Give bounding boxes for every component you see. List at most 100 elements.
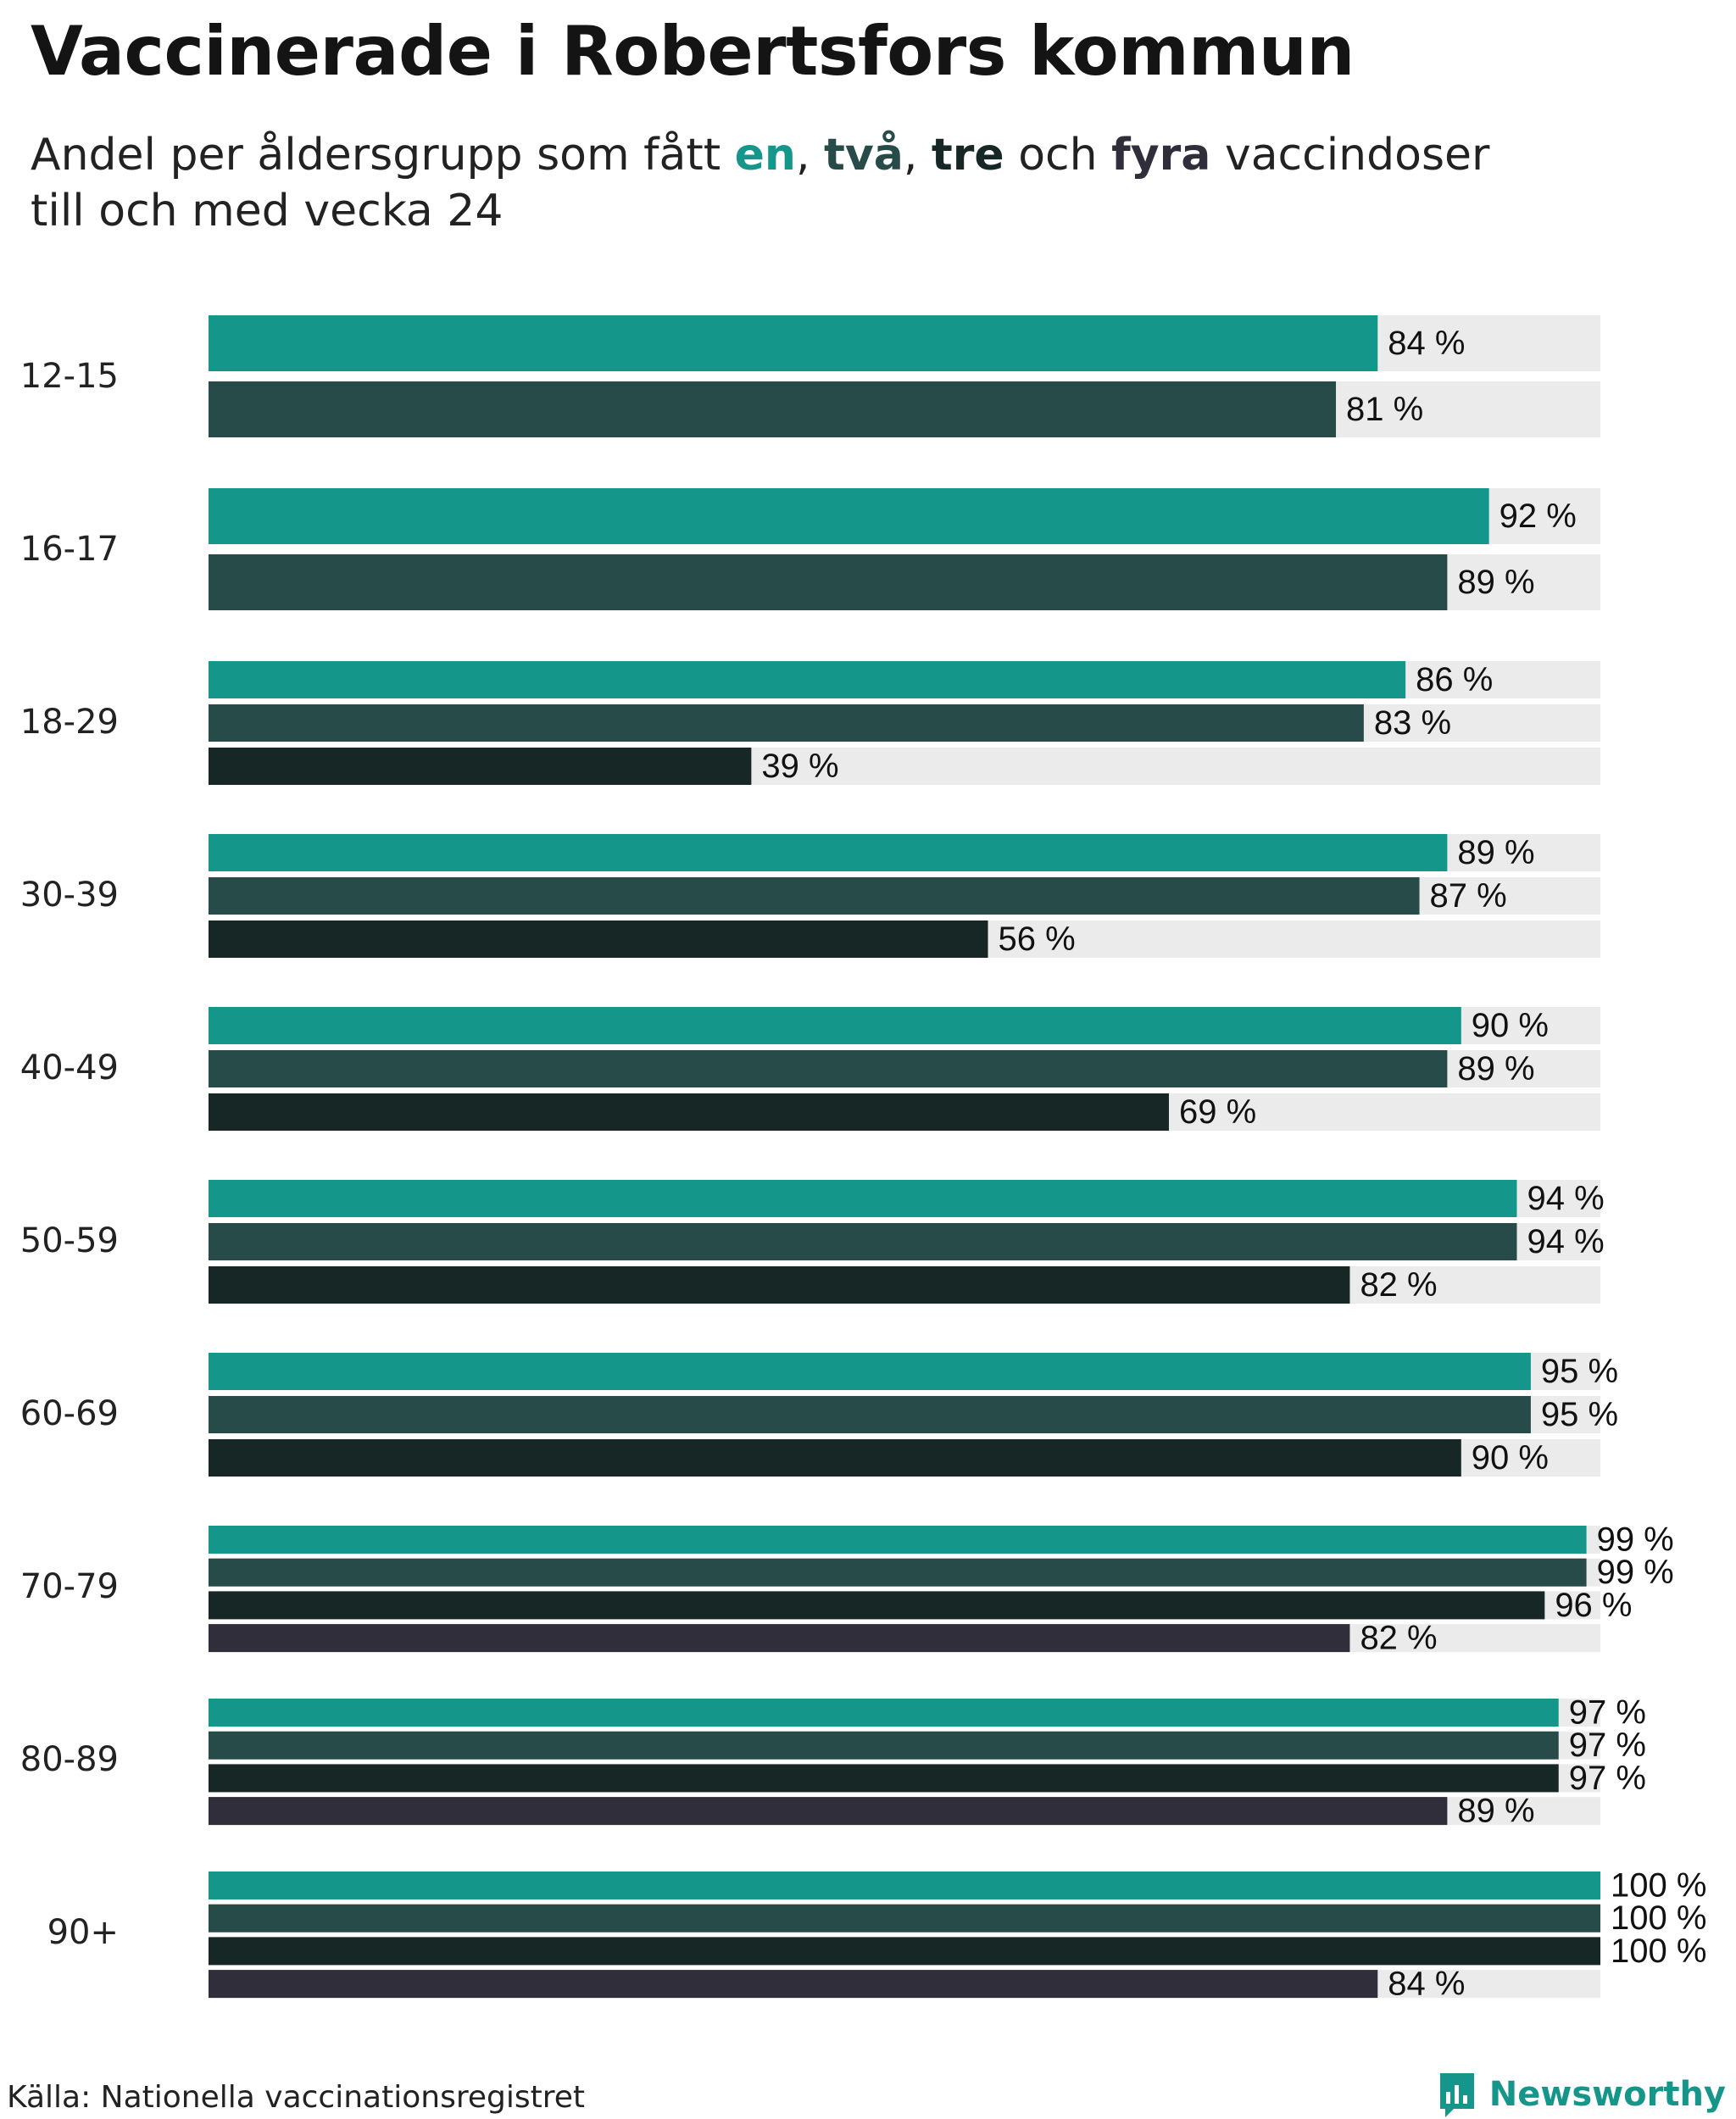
- bar-dose-three: [209, 1937, 1600, 1966]
- bar-value-label: 39 %: [761, 748, 838, 785]
- age-group-label: 40-49: [20, 1048, 119, 1087]
- bar-value-label: 81 %: [1346, 391, 1423, 428]
- bar-chart: 12-15 84 % 81 % 16-17 92 % 89 % 18-29 86 % 83 % 3…: [20, 315, 1707, 2003]
- bar-dose-one: [209, 1526, 1587, 1554]
- bar-value-label: 87 %: [1430, 877, 1507, 915]
- bar-dose-three: [209, 1093, 1169, 1131]
- bar-dose-one: [209, 315, 1378, 371]
- bar-value-label: 95 %: [1541, 1353, 1618, 1390]
- bar-group: 90+100 %100 %100 %84 %: [47, 1867, 1707, 2003]
- bar-value-label: 100 %: [1611, 1867, 1706, 1905]
- bar-dose-one: [209, 661, 1406, 698]
- bar-value-label: 84 %: [1388, 325, 1465, 362]
- bar-dose-two: [209, 704, 1364, 742]
- bar-value-label: 95 %: [1541, 1396, 1618, 1433]
- brand-name: Newsworthy: [1488, 2075, 1726, 2114]
- bar-dose-two: [209, 554, 1448, 610]
- bar-dose-four: [209, 1970, 1378, 1999]
- newsworthy-logo-icon: [1439, 2073, 1474, 2117]
- bar-value-label: 100 %: [1611, 1933, 1706, 1970]
- bar-value-label: 99 %: [1597, 1554, 1674, 1591]
- bar-dose-one: [209, 1699, 1559, 1727]
- bar-value-label: 90 %: [1472, 1439, 1549, 1477]
- bar-dose-one: [209, 834, 1448, 871]
- age-group-label: 80-89: [20, 1740, 119, 1779]
- bar-value-label: 82 %: [1360, 1266, 1437, 1304]
- bar-value-label: 56 %: [999, 920, 1076, 958]
- bar-group: 12-15 84 % 81 %: [20, 315, 1600, 437]
- bar-dose-two: [209, 381, 1337, 437]
- bar-dose-three: [209, 748, 752, 785]
- bar-value-label: 89 %: [1457, 834, 1534, 871]
- bar-dose-three: [209, 1764, 1559, 1793]
- bar-dose-two: [209, 1223, 1517, 1260]
- bar-dose-one: [209, 1353, 1531, 1390]
- bar-value-label: 96 %: [1555, 1587, 1632, 1624]
- bar-value-label: 69 %: [1179, 1093, 1256, 1131]
- bar-dose-one: [209, 1180, 1517, 1217]
- bar-value-label: 86 %: [1416, 661, 1493, 698]
- bar-dose-two: [209, 1558, 1587, 1587]
- bar-dose-three: [209, 920, 988, 958]
- subtitle-dose-one: en: [734, 130, 796, 181]
- bar-dose-two: [209, 1904, 1600, 1933]
- bar-value-label: 90 %: [1472, 1007, 1549, 1044]
- bar-value-label: 89 %: [1457, 564, 1534, 601]
- bar-dose-four: [209, 1624, 1350, 1653]
- bar-dose-one: [209, 1872, 1600, 1899]
- subtitle-prefix: Andel per åldersgrupp som fått: [31, 130, 735, 181]
- bar-group: 50-59 94 % 94 % 82 %: [20, 1180, 1605, 1304]
- bar-value-label: 92 %: [1500, 498, 1577, 535]
- bar-dose-two: [209, 877, 1420, 915]
- bar-group: 60-69 95 % 95 % 90 %: [20, 1353, 1618, 1477]
- subtitle-suffix: vaccindoser: [1210, 130, 1490, 181]
- bar-group: 18-29 86 % 83 % 39 %: [20, 661, 1600, 785]
- age-group-label: 90+: [47, 1913, 119, 1952]
- age-group-label: 70-79: [20, 1567, 119, 1606]
- bar-dose-two: [209, 1050, 1448, 1087]
- bar-dose-one: [209, 1007, 1461, 1044]
- bar-value-label: 100 %: [1611, 1899, 1706, 1937]
- chart-title: Vaccinerade i Robertsfors kommun: [31, 12, 1355, 91]
- bar-value-label: 82 %: [1360, 1620, 1437, 1657]
- bar-value-label: 84 %: [1388, 1966, 1465, 2003]
- age-group-label: 16-17: [20, 530, 119, 569]
- age-group-label: 30-39: [20, 876, 119, 915]
- bar-value-label: 83 %: [1374, 704, 1451, 742]
- age-group-label: 60-69: [20, 1394, 119, 1433]
- bar-value-label: 99 %: [1597, 1521, 1674, 1559]
- bar-group: 30-39 89 % 87 % 56 %: [20, 834, 1600, 958]
- bar-value-label: 97 %: [1569, 1727, 1646, 1764]
- bar-dose-four: [209, 1797, 1448, 1826]
- bar-dose-three: [209, 1439, 1461, 1477]
- subtitle-separator: ,: [903, 130, 932, 181]
- bar-value-label: 97 %: [1569, 1760, 1646, 1797]
- bar-dose-three: [209, 1266, 1350, 1304]
- age-group-label: 12-15: [20, 357, 119, 396]
- bar-value-label: 89 %: [1457, 1793, 1534, 1830]
- subtitle-dose-two: två: [824, 130, 904, 181]
- bar-group: 40-49 90 % 89 % 69 %: [20, 1007, 1600, 1131]
- source-note: Källa: Nationella vaccinationsregistret: [7, 2080, 585, 2115]
- bar-dose-two: [209, 1731, 1559, 1760]
- bar-dose-two: [209, 1396, 1531, 1433]
- subtitle-line-2: till och med vecka 24: [31, 186, 504, 236]
- subtitle-line-1: Andel per åldersgrupp som fått en, två, …: [31, 127, 1489, 183]
- bar-dose-three: [209, 1591, 1545, 1620]
- bar-dose-one: [209, 488, 1489, 544]
- bar-value-label: 94 %: [1527, 1180, 1604, 1217]
- chart-subtitle: Andel per åldersgrupp som fått en, två, …: [31, 127, 1489, 239]
- subtitle-separator: och: [1004, 130, 1112, 181]
- subtitle-dose-three: tre: [931, 130, 1004, 181]
- subtitle-separator: ,: [795, 130, 825, 181]
- brand-logo: Newsworthy: [1437, 2070, 1726, 2119]
- bar-group: 16-17 92 % 89 %: [20, 488, 1600, 610]
- age-group-label: 18-29: [20, 703, 119, 742]
- bar-value-label: 94 %: [1527, 1223, 1604, 1260]
- age-group-label: 50-59: [20, 1221, 119, 1260]
- subtitle-dose-four: fyra: [1111, 130, 1211, 181]
- bar-value-label: 89 %: [1457, 1050, 1534, 1087]
- bar-value-label: 97 %: [1569, 1694, 1646, 1732]
